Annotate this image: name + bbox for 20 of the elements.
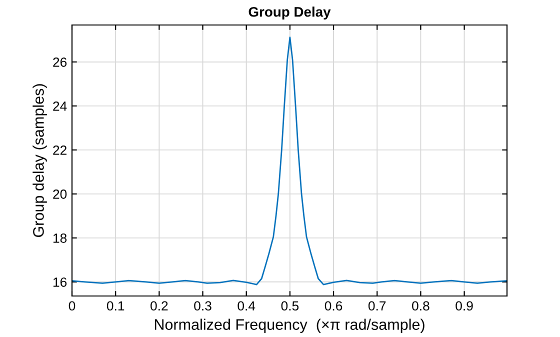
- y-tick-label: 20: [53, 190, 67, 199]
- y-tick-label: 16: [53, 277, 67, 287]
- x-tick-label: 0.8: [412, 301, 430, 311]
- x-tick-label: 0.3: [194, 301, 212, 311]
- x-tick-label: 0.6: [324, 301, 342, 311]
- x-axis-title: Normalized Frequency (×π rad/sample): [154, 318, 424, 333]
- x-tick-label: 0.2: [150, 301, 168, 311]
- y-axis-title: Group delay (samples): [32, 84, 47, 237]
- x-tick-label: 0: [68, 301, 76, 311]
- x-tick-label: 0.9: [456, 301, 473, 311]
- chart-title: Group Delay: [248, 6, 331, 20]
- y-tick-label: 22: [53, 146, 66, 155]
- y-tick-label: 24: [53, 102, 67, 111]
- x-tick-label: 0.4: [238, 301, 256, 311]
- line-series: [72, 36, 507, 286]
- y-tick-label: 18: [53, 233, 67, 243]
- x-tick-label: 0.5: [281, 301, 299, 311]
- x-tick-label: 0.7: [368, 301, 386, 311]
- y-tick-label: 26: [53, 58, 67, 67]
- x-tick-label: 0.1: [106, 301, 124, 311]
